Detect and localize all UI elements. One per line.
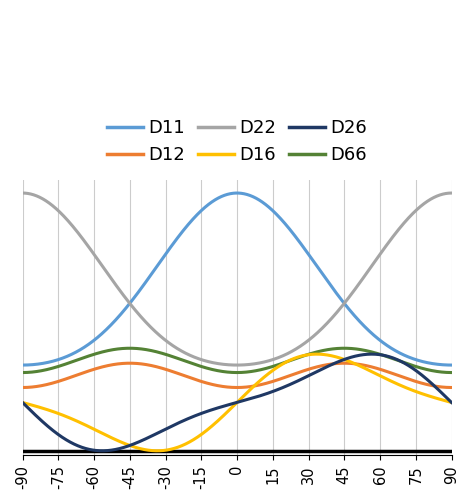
D16 bbox=[449, 400, 455, 406]
D16 bbox=[315, 351, 321, 357]
D66 bbox=[209, 366, 215, 372]
D16 bbox=[209, 423, 215, 429]
D66 bbox=[362, 347, 368, 353]
D12 bbox=[193, 377, 199, 383]
D12 bbox=[355, 361, 360, 367]
D16 bbox=[355, 362, 361, 368]
Legend: D11, D12, D22, D16, D26, D66: D11, D12, D22, D16, D26, D66 bbox=[100, 112, 374, 172]
D16 bbox=[193, 435, 199, 441]
D26 bbox=[449, 400, 455, 406]
D22 bbox=[234, 362, 240, 368]
Line: D11: D11 bbox=[22, 193, 452, 365]
D12 bbox=[449, 385, 455, 391]
D22 bbox=[362, 272, 368, 278]
D12 bbox=[209, 382, 215, 388]
Line: D22: D22 bbox=[22, 193, 452, 365]
D26 bbox=[193, 412, 199, 418]
D11 bbox=[449, 362, 455, 368]
D12 bbox=[19, 385, 25, 391]
D66 bbox=[19, 369, 25, 375]
D22 bbox=[449, 190, 455, 196]
D26 bbox=[64, 437, 69, 443]
D12 bbox=[315, 364, 320, 370]
D26 bbox=[19, 400, 25, 406]
D26 bbox=[369, 351, 374, 357]
D12 bbox=[362, 362, 368, 368]
D66 bbox=[64, 361, 69, 367]
D16 bbox=[19, 400, 25, 406]
D16 bbox=[314, 351, 319, 357]
D66 bbox=[449, 369, 455, 375]
D66 bbox=[127, 345, 133, 351]
Line: D16: D16 bbox=[22, 354, 452, 451]
D66 bbox=[193, 362, 199, 368]
D16 bbox=[155, 448, 160, 454]
D11 bbox=[355, 316, 360, 322]
D66 bbox=[315, 349, 320, 355]
D12 bbox=[64, 376, 69, 382]
D22 bbox=[19, 190, 25, 196]
Line: D66: D66 bbox=[22, 348, 452, 372]
D22 bbox=[209, 359, 214, 365]
Line: D12: D12 bbox=[22, 363, 452, 388]
D16 bbox=[64, 413, 69, 419]
Line: D26: D26 bbox=[22, 354, 452, 451]
D22 bbox=[193, 355, 199, 361]
D22 bbox=[64, 216, 69, 222]
D26 bbox=[315, 368, 320, 374]
D11 bbox=[234, 190, 240, 196]
D11 bbox=[193, 213, 199, 219]
D11 bbox=[315, 264, 320, 270]
D22 bbox=[315, 330, 320, 336]
D26 bbox=[362, 351, 368, 357]
D66 bbox=[355, 346, 360, 352]
D11 bbox=[64, 354, 69, 360]
D22 bbox=[355, 283, 360, 289]
D26 bbox=[355, 353, 360, 359]
D11 bbox=[19, 362, 25, 368]
D12 bbox=[127, 360, 133, 366]
D26 bbox=[100, 448, 105, 454]
D11 bbox=[362, 324, 368, 330]
D11 bbox=[209, 199, 214, 205]
D16 bbox=[363, 365, 368, 371]
D26 bbox=[209, 407, 215, 413]
